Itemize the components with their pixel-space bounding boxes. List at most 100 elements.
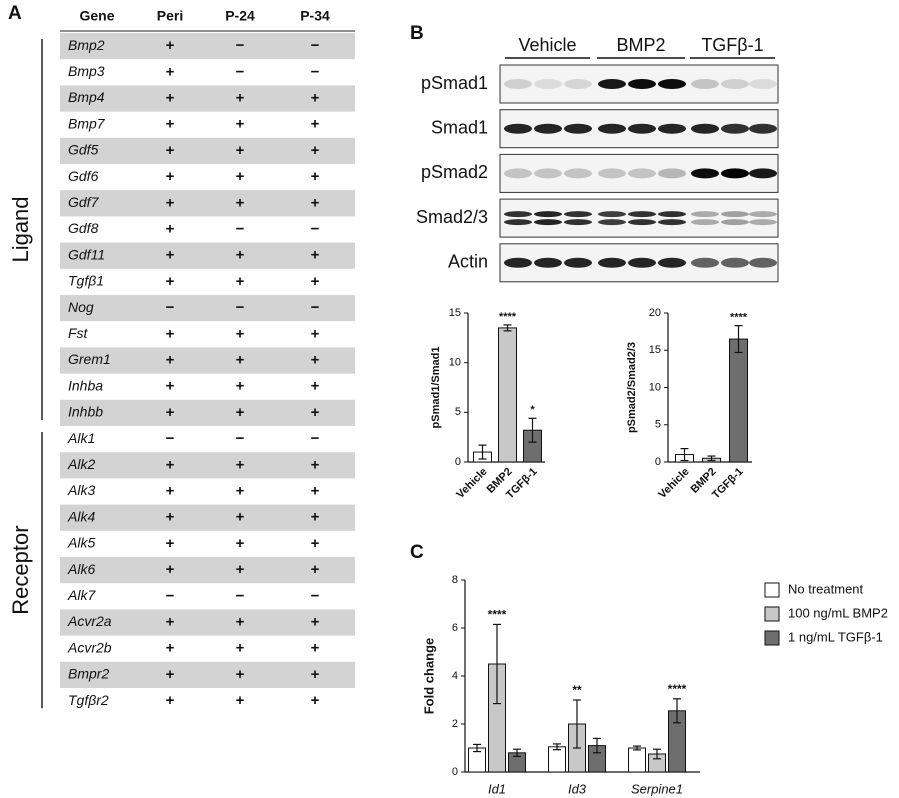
expression-cell: − bbox=[236, 299, 245, 316]
blot-band bbox=[749, 257, 777, 268]
expression-cell: + bbox=[236, 482, 245, 499]
expression-cell: + bbox=[236, 613, 245, 630]
significance: **** bbox=[488, 608, 507, 622]
gene-name: Alk3 bbox=[67, 482, 95, 498]
gene-name: Inhba bbox=[68, 377, 103, 393]
expression-cell: − bbox=[236, 63, 245, 80]
expression-cell: − bbox=[236, 587, 245, 604]
expression-cell: + bbox=[236, 247, 245, 264]
gene-name: Bmpr2 bbox=[68, 666, 109, 682]
blot-band bbox=[749, 219, 777, 226]
expression-cell: + bbox=[166, 404, 175, 421]
blot-band bbox=[691, 219, 719, 226]
gene-name: Alk2 bbox=[67, 456, 95, 472]
gene-name: Fst bbox=[68, 325, 89, 341]
blot-band bbox=[598, 79, 626, 89]
table-header: Gene bbox=[79, 8, 114, 24]
x-tick-label: Vehicle bbox=[656, 466, 691, 501]
blot-band bbox=[721, 211, 749, 218]
expression-cell: + bbox=[236, 378, 245, 395]
blot-band bbox=[598, 211, 626, 218]
row-shade bbox=[60, 85, 355, 112]
blot-band bbox=[628, 257, 656, 268]
expression-cell: + bbox=[311, 535, 320, 552]
significance: **** bbox=[730, 312, 748, 324]
blot-band bbox=[628, 219, 656, 226]
table-header: Peri bbox=[157, 8, 183, 24]
expression-cell: + bbox=[236, 168, 245, 185]
blot-band bbox=[564, 211, 592, 218]
expression-cell: + bbox=[311, 640, 320, 657]
table-header: P-24 bbox=[225, 8, 255, 24]
y-tick-label: 5 bbox=[455, 406, 461, 418]
blot-band bbox=[691, 168, 719, 179]
row-shade bbox=[60, 242, 355, 269]
blot-band bbox=[504, 257, 532, 268]
x-tick-label: Id1 bbox=[488, 781, 506, 796]
row-shade bbox=[60, 557, 355, 584]
expression-cell: − bbox=[311, 37, 320, 54]
significance: * bbox=[530, 404, 535, 416]
expression-cell: + bbox=[236, 404, 245, 421]
expression-cell: − bbox=[166, 587, 175, 604]
expression-cell: + bbox=[236, 640, 245, 657]
blot-band bbox=[691, 123, 719, 134]
blot-band bbox=[534, 168, 562, 179]
blot-band bbox=[749, 211, 777, 218]
blot-band bbox=[598, 257, 626, 268]
expression-cell: + bbox=[311, 351, 320, 368]
expression-cell: − bbox=[236, 220, 245, 237]
significance: **** bbox=[668, 682, 687, 696]
blot-band bbox=[658, 123, 686, 134]
blot-row-label: Actin bbox=[448, 252, 488, 272]
gene-name: Gdf7 bbox=[68, 194, 100, 210]
expression-cell: + bbox=[311, 325, 320, 342]
blot-band bbox=[721, 79, 749, 89]
expression-cell: − bbox=[311, 430, 320, 447]
blot-band bbox=[628, 79, 656, 89]
gene-name: Gdf8 bbox=[68, 220, 99, 236]
expression-cell: + bbox=[166, 561, 175, 578]
significance: **** bbox=[499, 311, 517, 323]
y-tick-label: 8 bbox=[452, 574, 458, 586]
expression-cell: + bbox=[311, 613, 320, 630]
blot-group: TGFβ-1 bbox=[701, 35, 763, 55]
blot-band bbox=[658, 219, 686, 226]
y-tick-label: 0 bbox=[455, 456, 461, 468]
row-shade bbox=[60, 452, 355, 479]
y-axis-label: pSmad2/Smad2/3 bbox=[626, 342, 638, 433]
table-header: P-34 bbox=[300, 8, 330, 24]
expression-cell: + bbox=[236, 194, 245, 211]
significance: ** bbox=[572, 683, 582, 697]
blot-band bbox=[691, 79, 719, 89]
expression-cell: + bbox=[166, 168, 175, 185]
blot-band bbox=[628, 211, 656, 218]
expression-cell: + bbox=[166, 640, 175, 657]
gene-name: Bmp7 bbox=[68, 115, 106, 131]
expression-cell: + bbox=[236, 692, 245, 709]
blot-band bbox=[749, 123, 777, 134]
group-label: Receptor bbox=[8, 525, 33, 614]
expression-cell: + bbox=[166, 692, 175, 709]
expression-cell: + bbox=[311, 482, 320, 499]
expression-cell: + bbox=[311, 194, 320, 211]
expression-cell: + bbox=[166, 37, 175, 54]
legend-label: 100 ng/mL BMP2 bbox=[788, 605, 888, 620]
blot-band bbox=[504, 123, 532, 134]
blot-group: BMP2 bbox=[616, 35, 665, 55]
y-tick-label: 20 bbox=[649, 307, 661, 319]
expression-cell: + bbox=[166, 378, 175, 395]
gene-name: Inhbb bbox=[68, 404, 103, 420]
gene-name: Gdf6 bbox=[68, 168, 99, 184]
expression-cell: − bbox=[311, 299, 320, 316]
legend-swatch bbox=[764, 630, 780, 646]
expression-cell: + bbox=[311, 456, 320, 473]
blot-band bbox=[534, 219, 562, 226]
blot-band bbox=[564, 257, 592, 268]
row-shade bbox=[60, 33, 355, 60]
y-tick-label: 0 bbox=[655, 456, 661, 468]
expression-cell: + bbox=[236, 325, 245, 342]
gene-name: Gdf11 bbox=[68, 246, 105, 262]
y-tick-label: 15 bbox=[449, 307, 461, 319]
expression-cell: + bbox=[311, 404, 320, 421]
